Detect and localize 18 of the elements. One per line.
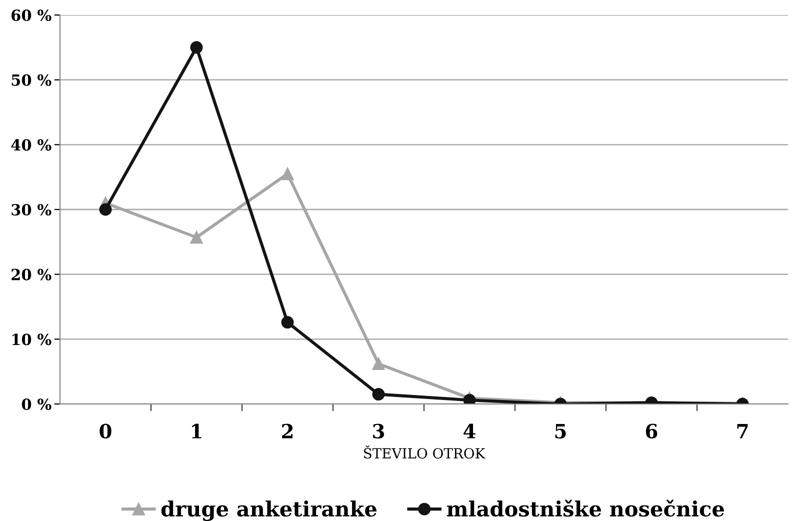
- x-axis-title: ŠTEVILO OTROK: [364, 446, 486, 459]
- y-tick-label: 0 %: [22, 398, 52, 410]
- x-tick-label: 3: [373, 424, 384, 438]
- y-tick-label: 50 %: [12, 74, 52, 86]
- x-tick-label: 7: [737, 424, 748, 438]
- y-tick-label: 60 %: [12, 9, 52, 22]
- x-tick-label: 4: [464, 424, 476, 438]
- y-tick-label: 10 %: [12, 334, 52, 346]
- y-tick-label: 20 %: [12, 268, 52, 280]
- x-tick-label: 2: [282, 424, 293, 438]
- y-tick-label: 40 %: [11, 139, 52, 151]
- x-tick-label: 5: [555, 424, 566, 438]
- legend-label: druge anketiranke: [161, 500, 377, 521]
- x-tick-label: 6: [646, 424, 658, 438]
- y-tick-label: 30 %: [12, 204, 52, 216]
- x-tick-label: 1: [192, 424, 202, 438]
- legend-label: mladostniške nosečnice: [446, 500, 724, 517]
- x-tick-label: 0: [100, 424, 112, 438]
